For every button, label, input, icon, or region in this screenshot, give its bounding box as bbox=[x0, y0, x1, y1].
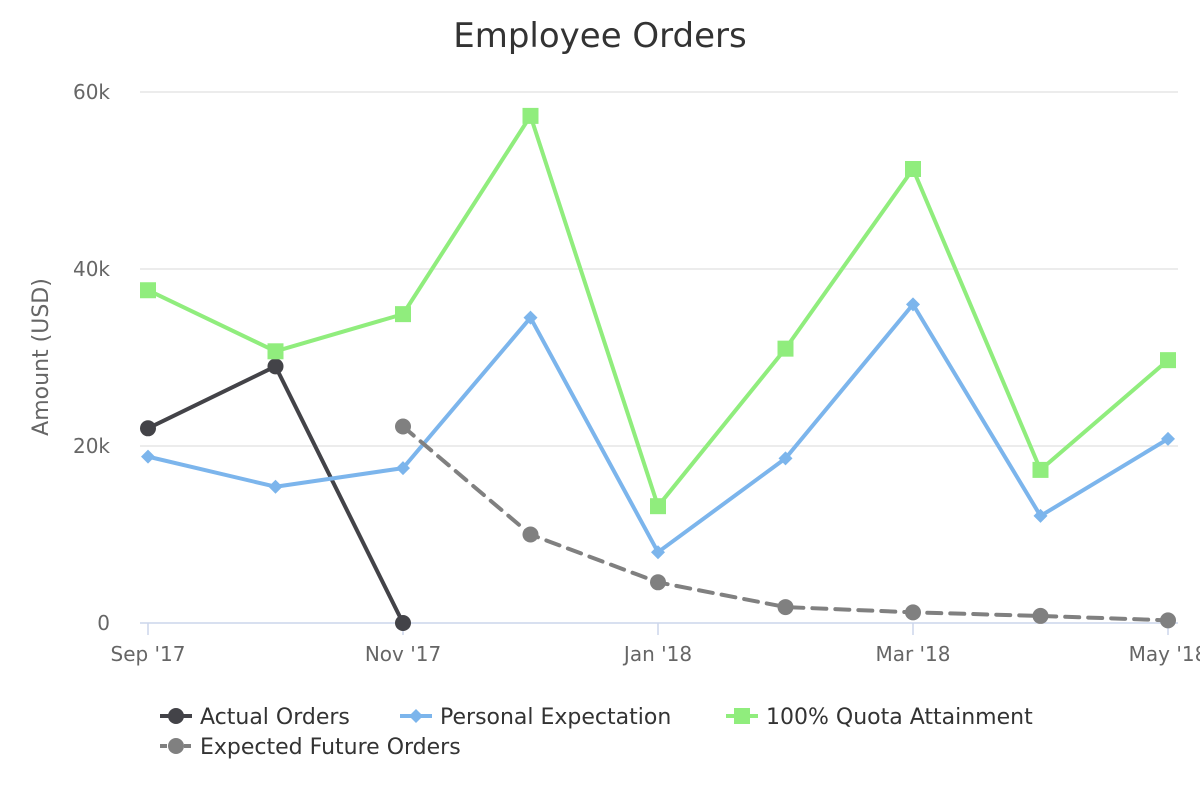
data-point[interactable] bbox=[1160, 612, 1176, 629]
legend-item[interactable]: Actual Orders bbox=[160, 705, 350, 730]
legend-item[interactable]: Expected Future Orders bbox=[160, 735, 461, 760]
data-point[interactable] bbox=[395, 615, 411, 631]
data-point[interactable] bbox=[268, 479, 283, 494]
series-100-quota-attainment bbox=[140, 107, 1176, 515]
data-point[interactable] bbox=[523, 310, 538, 325]
legend-label: Expected Future Orders bbox=[200, 735, 461, 760]
data-point[interactable] bbox=[140, 420, 156, 437]
data-point[interactable] bbox=[267, 358, 284, 375]
data-point[interactable] bbox=[396, 461, 410, 476]
x-tick-label: Sep '17 bbox=[111, 642, 186, 666]
data-point[interactable] bbox=[267, 343, 284, 360]
legend-marker bbox=[734, 708, 750, 724]
legend-label: Personal Expectation bbox=[440, 705, 671, 730]
series-personal-expectation bbox=[141, 297, 1175, 560]
data-point[interactable] bbox=[905, 160, 921, 177]
y-tick-label: 0 bbox=[97, 611, 110, 635]
y-tick-label: 20k bbox=[73, 434, 110, 458]
data-point[interactable] bbox=[1160, 352, 1176, 369]
data-point[interactable] bbox=[905, 604, 921, 621]
data-point[interactable] bbox=[906, 297, 920, 312]
series-actual-orders bbox=[140, 358, 411, 631]
legend-label: 100% Quota Attainment bbox=[766, 705, 1033, 730]
data-point[interactable] bbox=[777, 599, 794, 616]
data-point[interactable] bbox=[395, 418, 411, 435]
x-tick-label: Mar '18 bbox=[875, 642, 950, 666]
data-point[interactable] bbox=[778, 451, 793, 466]
data-point[interactable] bbox=[395, 306, 411, 323]
y-axis-title: Amount (USD) bbox=[29, 278, 54, 436]
series-line bbox=[146, 364, 405, 625]
x-axis: Sep '17 Nov '17 Jan '18 Mar '18 May '18 bbox=[111, 622, 1200, 666]
x-tick-label: May '18 bbox=[1129, 642, 1200, 666]
data-point[interactable] bbox=[1032, 607, 1049, 624]
y-axis: 0 20k 40k 60k bbox=[73, 80, 110, 635]
legend-marker bbox=[409, 709, 423, 723]
data-point[interactable] bbox=[141, 449, 155, 464]
data-point[interactable] bbox=[1033, 508, 1048, 523]
legend-label: Actual Orders bbox=[200, 705, 350, 730]
chart-title: Employee Orders bbox=[453, 16, 747, 56]
legend-item[interactable]: 100% Quota Attainment bbox=[726, 705, 1033, 730]
x-tick-label: Jan '18 bbox=[622, 642, 692, 666]
series-line bbox=[146, 113, 1170, 509]
series-line bbox=[146, 302, 1170, 555]
data-point[interactable] bbox=[522, 107, 539, 124]
grid-lines bbox=[140, 91, 1178, 447]
data-point[interactable] bbox=[1161, 431, 1175, 446]
legend-item[interactable]: Personal Expectation bbox=[400, 705, 671, 730]
data-point[interactable] bbox=[650, 498, 666, 515]
y-tick-label: 60k bbox=[73, 80, 110, 104]
legend-marker bbox=[168, 738, 184, 754]
data-point[interactable] bbox=[1032, 461, 1049, 478]
y-tick-label: 40k bbox=[73, 257, 110, 281]
data-point[interactable] bbox=[522, 526, 539, 543]
data-point[interactable] bbox=[651, 545, 665, 560]
data-point[interactable] bbox=[777, 340, 794, 357]
legend-marker bbox=[168, 708, 184, 724]
series-layer bbox=[140, 107, 1176, 631]
x-tick-label: Nov '17 bbox=[365, 642, 441, 666]
series-expected-future-orders bbox=[395, 418, 1176, 629]
data-point[interactable] bbox=[140, 282, 156, 299]
data-point[interactable] bbox=[650, 574, 666, 591]
legend: Actual Orders Personal Expectation 100% Qu… bbox=[160, 705, 1033, 760]
